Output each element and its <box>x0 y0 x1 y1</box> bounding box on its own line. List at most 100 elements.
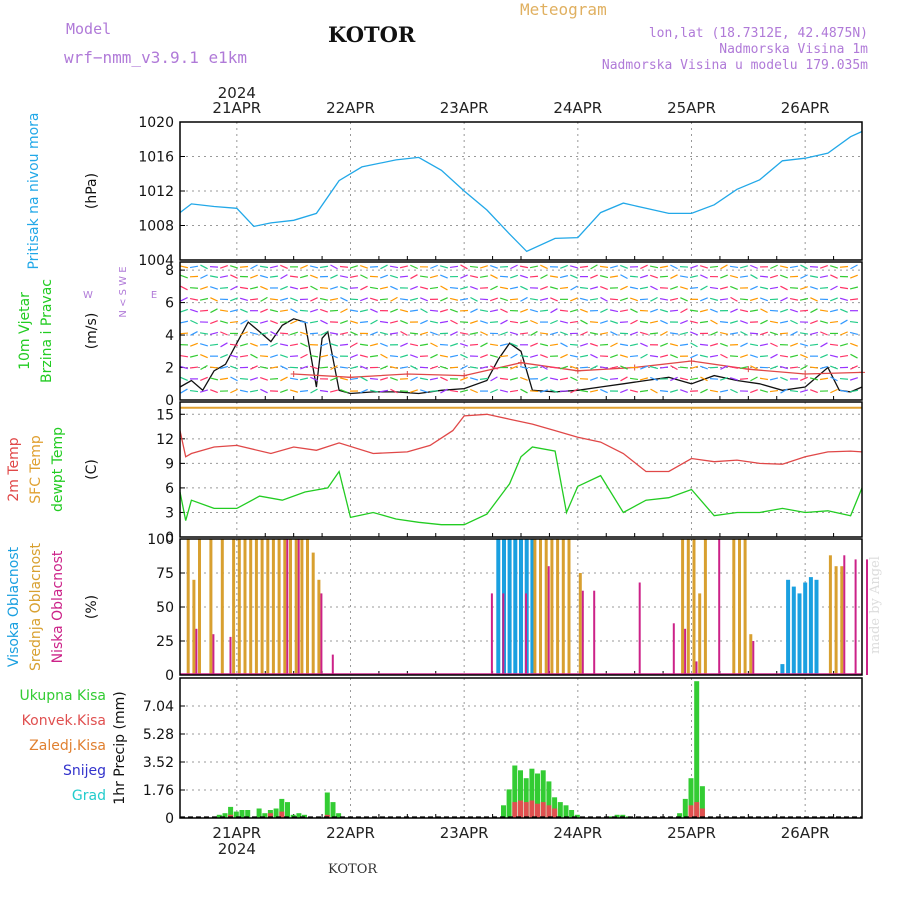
precip-bar <box>546 805 552 818</box>
wind-barb <box>269 309 279 313</box>
wind-barb <box>629 286 639 290</box>
wind-barb <box>300 264 308 269</box>
precip-bar <box>262 813 268 818</box>
wind-barb <box>789 287 799 289</box>
wind-barb <box>689 286 699 289</box>
wind-barb <box>280 354 288 359</box>
wind-barb <box>740 354 748 359</box>
bottom-date-label: 25APR <box>667 824 716 842</box>
precip-bar <box>614 814 620 818</box>
wind-barb <box>520 285 528 291</box>
wind-barb <box>219 287 229 289</box>
wind-barb <box>520 296 528 302</box>
cloud-bar <box>834 566 838 675</box>
cloud-bar <box>229 636 232 675</box>
wind-barb <box>300 342 308 348</box>
wind-barb <box>799 343 809 347</box>
wind-barb <box>450 308 458 313</box>
wind-barb <box>750 285 758 291</box>
wind-barb <box>359 321 369 324</box>
wind-barb <box>650 308 658 313</box>
wind-barb <box>440 376 448 382</box>
wind-barb <box>610 354 618 359</box>
wind-barb <box>479 275 489 278</box>
wind-barb <box>710 331 718 336</box>
wind-barb <box>559 377 569 381</box>
wind-barb <box>569 265 579 269</box>
wind-barb <box>739 265 749 269</box>
wind-barb <box>410 274 418 280</box>
wind-barb <box>290 297 298 302</box>
wind-barb <box>349 377 359 381</box>
wind-barb <box>809 343 819 346</box>
wind-barb <box>790 331 798 336</box>
wind-barb <box>729 355 739 358</box>
wind-barb <box>580 308 588 313</box>
wind-barb <box>269 265 279 269</box>
cloud-bar <box>496 539 501 675</box>
wind-barb <box>329 297 339 301</box>
cloud-bar <box>803 582 808 675</box>
wind-barb <box>649 332 659 335</box>
wind-barb <box>550 297 558 302</box>
wind-barb <box>369 355 379 358</box>
compass-e: E <box>151 290 157 301</box>
wind-barb <box>379 331 389 336</box>
wind-barb <box>390 388 398 394</box>
wind-barb <box>639 320 649 324</box>
wind-barb <box>730 388 738 394</box>
cloud-bar <box>260 539 264 675</box>
wind-barb <box>240 331 248 336</box>
cloud-bar <box>738 539 741 675</box>
precip-bar <box>535 803 540 818</box>
precip-bar <box>699 786 705 818</box>
precip-bar <box>285 802 290 818</box>
wind-barb <box>469 275 479 279</box>
wind-barb <box>180 308 188 313</box>
wind-barb <box>539 332 549 335</box>
top-date-label: 26APR <box>781 99 830 117</box>
wind-barb <box>660 330 668 336</box>
wind-barb <box>310 297 318 302</box>
precip-bar <box>677 813 683 818</box>
wind-barb <box>710 308 718 313</box>
wind-barb <box>690 331 698 336</box>
wind-barb <box>839 354 849 358</box>
wind-barb <box>779 265 789 269</box>
wind-barb <box>179 365 189 370</box>
wind-barb <box>650 388 658 394</box>
wind-barb <box>640 342 648 347</box>
wind-barb <box>549 331 559 336</box>
wind-barb <box>330 286 338 290</box>
wind-barb <box>200 376 208 382</box>
wind-barb <box>600 296 608 302</box>
wind-barb <box>799 389 809 393</box>
wind-barb <box>420 308 428 314</box>
wind-barb <box>709 343 719 347</box>
wind-barb <box>469 366 479 369</box>
wind-barb <box>849 298 859 301</box>
wind-barb <box>460 342 468 347</box>
cloud-bar <box>212 634 215 675</box>
wind-barb <box>250 365 258 370</box>
cloud-bar <box>672 623 675 675</box>
wind-barb <box>189 354 199 358</box>
wind-barb <box>590 342 598 347</box>
wind-barb <box>620 297 628 302</box>
wind-barb <box>850 377 858 381</box>
cloud-bar <box>581 590 584 675</box>
wind-barb <box>529 366 539 369</box>
wind-barb <box>450 331 458 336</box>
wind-barb <box>380 342 388 347</box>
wind-barb <box>779 332 789 335</box>
wind-barb <box>490 285 498 291</box>
wind-barb <box>680 297 688 302</box>
wind-barb <box>220 354 228 359</box>
precip-bar <box>563 805 569 818</box>
top-date-label: 21APR <box>212 99 261 117</box>
wind-barb <box>320 342 328 347</box>
panel-frame <box>179 121 863 261</box>
wind-barb <box>409 297 419 301</box>
wind-barb <box>670 264 678 270</box>
